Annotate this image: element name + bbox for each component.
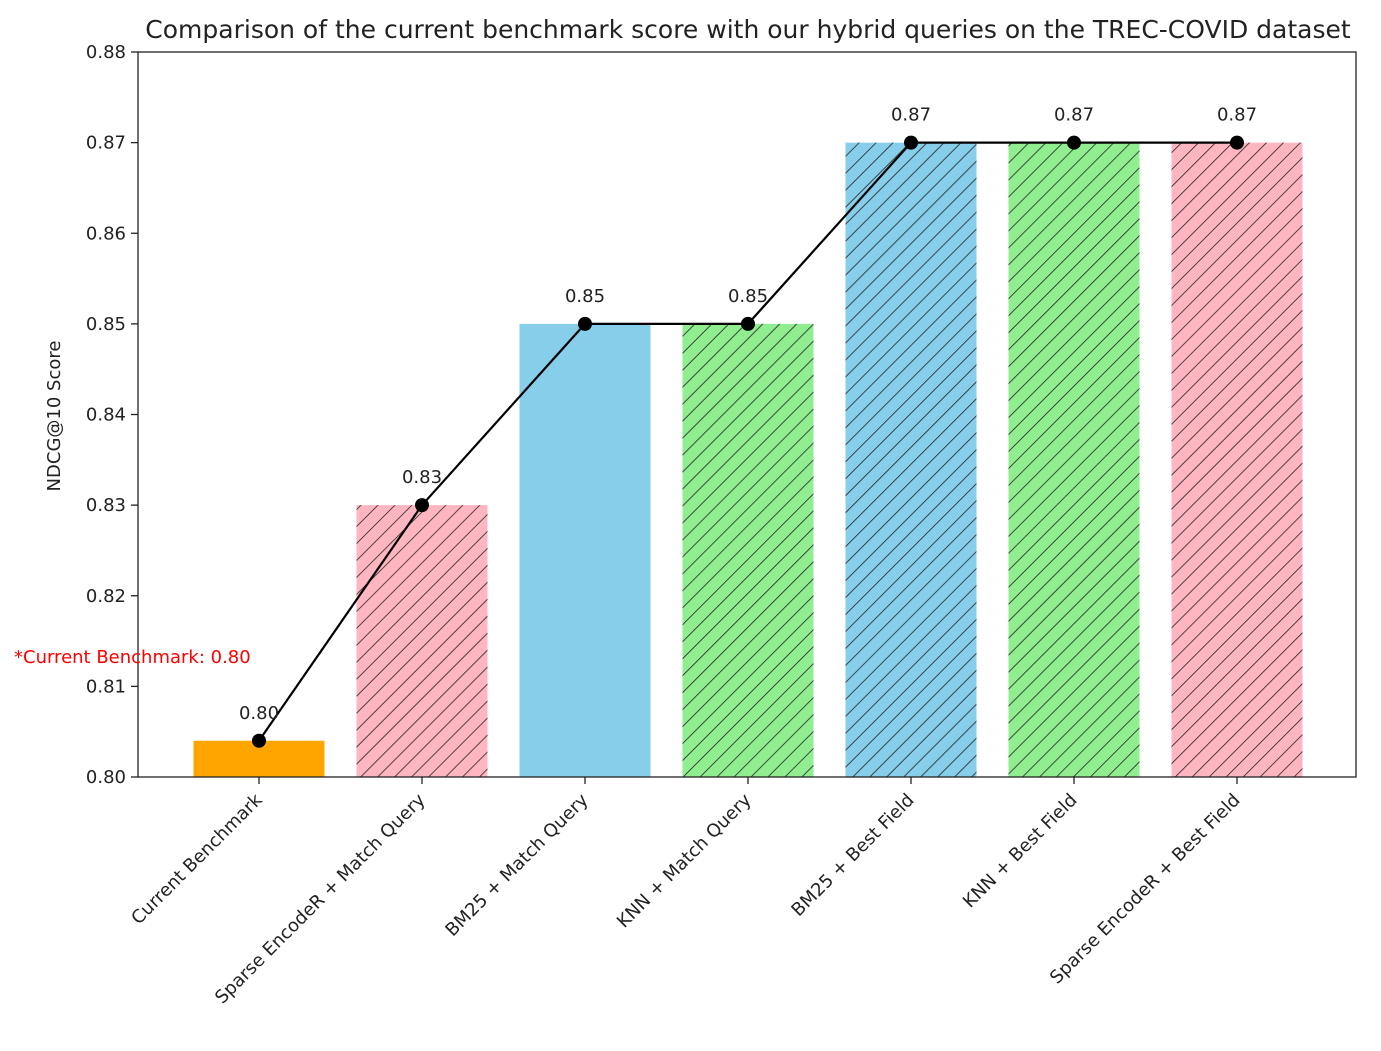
data-labels: 0.80 0.83 0.85 0.85 0.87 0.87 0.87 xyxy=(239,105,1257,724)
x-tick-label: KNN + Match Query xyxy=(613,789,756,932)
line-marker xyxy=(1067,135,1081,150)
x-tick-label: Current Benchmark xyxy=(127,789,267,929)
data-label: 0.87 xyxy=(1217,105,1257,126)
y-tick-label: 0.82 xyxy=(86,586,126,607)
data-label: 0.87 xyxy=(891,105,931,126)
data-label: 0.85 xyxy=(728,286,768,307)
y-tick-label: 0.80 xyxy=(86,767,126,788)
y-tick-label: 0.83 xyxy=(86,495,126,516)
x-tick-label: BM25 + Best Field xyxy=(787,790,918,921)
chart-title: Comparison of the current benchmark scor… xyxy=(145,15,1351,44)
bar-hatch xyxy=(356,505,488,777)
line-marker xyxy=(741,316,755,331)
line-overlay xyxy=(252,135,1244,748)
data-label: 0.87 xyxy=(1054,105,1094,126)
x-tick-label: Sparse EncodeR + Best Field xyxy=(1046,790,1245,989)
bar-hatch xyxy=(1008,142,1140,777)
data-label: 0.83 xyxy=(402,467,442,488)
line-marker xyxy=(904,135,918,150)
y-tick-label: 0.84 xyxy=(86,405,126,426)
line-marker xyxy=(415,498,429,513)
y-axis: 0.80 0.81 0.82 0.83 0.84 0.85 0.86 0.87 0.88 xyxy=(86,42,138,788)
y-tick-label: 0.86 xyxy=(86,223,126,244)
bar-hatch xyxy=(682,323,814,777)
y-tick-label: 0.88 xyxy=(86,42,126,63)
y-tick-label: 0.81 xyxy=(86,676,126,697)
bar-hatch xyxy=(1171,142,1303,777)
bars-layer xyxy=(193,142,1303,777)
y-tick-label: 0.87 xyxy=(86,133,126,154)
data-label: 0.80 xyxy=(239,703,279,724)
x-tick-label: BM25 + Match Query xyxy=(441,789,592,940)
x-tick-label: KNN + Best Field xyxy=(959,790,1082,913)
benchmark-annotation: *Current Benchmark: 0.80 xyxy=(14,647,251,668)
y-tick-label: 0.85 xyxy=(86,314,126,335)
line-marker xyxy=(252,733,266,748)
line-marker xyxy=(578,316,592,331)
bar xyxy=(519,323,651,777)
y-axis-label: NDCG@10 Score xyxy=(44,341,65,492)
data-label: 0.85 xyxy=(565,286,605,307)
line-marker xyxy=(1230,135,1244,150)
bar-hatch xyxy=(845,142,977,777)
